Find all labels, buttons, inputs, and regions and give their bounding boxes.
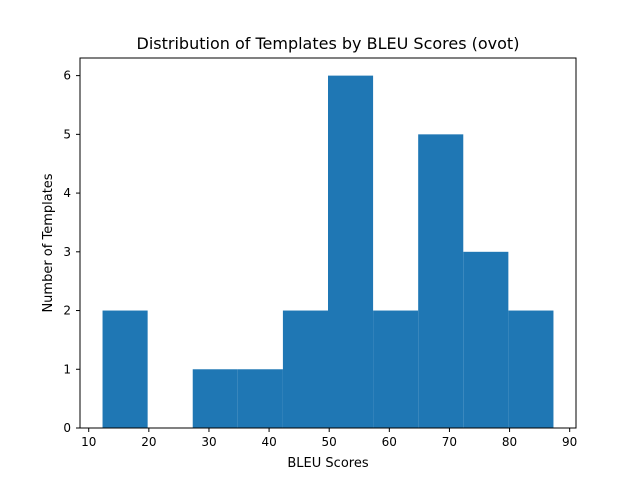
x-tick-label: 90 — [562, 435, 577, 449]
x-tick-label: 20 — [141, 435, 156, 449]
chart-title: Distribution of Templates by BLEU Scores… — [137, 34, 520, 53]
x-tick-label: 80 — [502, 435, 517, 449]
histogram-bar-0 — [102, 310, 148, 428]
histogram-bar-4 — [282, 310, 328, 428]
y-tick-label: 6 — [63, 69, 71, 83]
x-tick-label: 60 — [382, 435, 397, 449]
histogram-bar-5 — [328, 75, 374, 428]
bars-group — [102, 75, 554, 428]
histogram-bar-3 — [237, 369, 283, 428]
x-tick-label: 70 — [442, 435, 457, 449]
histogram-bar-9 — [508, 310, 554, 428]
histogram-bar-6 — [373, 310, 419, 428]
plot-frame — [79, 57, 577, 429]
y-tick-label: 0 — [63, 421, 71, 435]
axes-group: 10 20 30 40 50 60 70 80 90 0 1 2 3 4 5 6 — [63, 57, 577, 449]
histogram-bar-8 — [463, 251, 509, 428]
x-tick-label: 30 — [201, 435, 216, 449]
y-tick-label: 3 — [63, 245, 71, 259]
y-tick-label: 5 — [63, 127, 71, 141]
x-axis-label: BLEU Scores — [287, 456, 368, 471]
x-tick-label: 40 — [261, 435, 276, 449]
y-tick-label: 4 — [63, 186, 71, 200]
histogram-bar-2 — [192, 369, 238, 428]
x-tick-label: 50 — [322, 435, 337, 449]
histogram-bar-7 — [418, 134, 464, 428]
y-tick-label: 1 — [63, 362, 71, 376]
y-axis-label: Number of Templates — [41, 173, 56, 312]
y-tick-label: 2 — [63, 304, 71, 318]
x-tick-label: 10 — [81, 435, 96, 449]
